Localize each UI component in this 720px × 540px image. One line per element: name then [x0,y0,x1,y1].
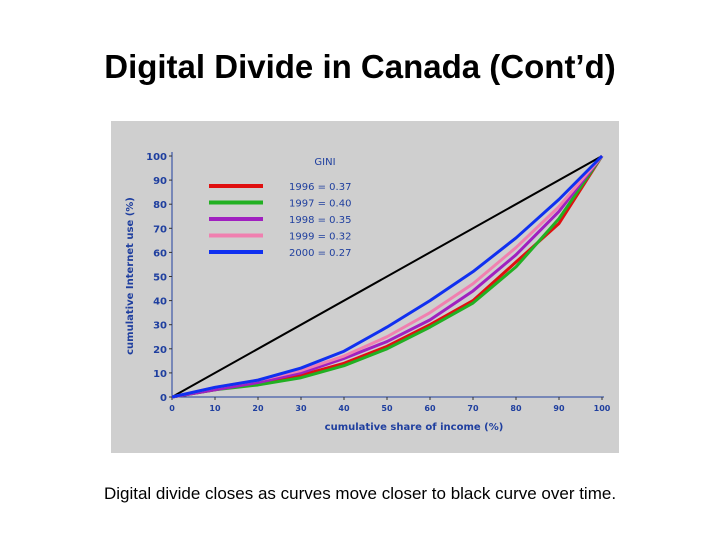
x-tick-label: 80 [510,404,522,413]
chart-panel: 0 10 20 30 40 50 60 70 80 90 100 0 10 20 30 40 50 60 70 80 9… [111,121,619,453]
legend-title: GINI [314,157,335,168]
y-tick-label: 50 [153,273,167,284]
y-tick-label: 80 [153,200,167,211]
series-layer [171,154,604,399]
x-tick-label: 60 [424,404,436,413]
y-axis-label: cumulative Internet use (%) [125,197,136,355]
legend-label-3: 1999 = 0.32 [289,232,351,243]
slide-caption: Digital divide closes as curves move clo… [103,484,617,503]
x-tick-label: 30 [295,404,307,413]
lorenz-chart: 0 10 20 30 40 50 60 70 80 90 100 0 10 20 30 40 50 60 70 80 9… [125,152,611,433]
x-tick-label: 90 [553,404,565,413]
x-tick-label: 0 [169,404,175,413]
legend-label-4: 2000 = 0.27 [289,248,351,259]
legend-label-1: 1997 = 0.40 [289,199,351,210]
y-tick-label: 70 [153,224,167,235]
series-line-4 [171,154,604,399]
y-tick-label: 10 [153,369,167,380]
x-tick-label: 10 [209,404,221,413]
y-tick-label: 90 [153,176,167,187]
x-tick-label: 40 [338,404,350,413]
x-tick-label: 20 [252,404,264,413]
y-tick-label: 20 [153,345,167,356]
legend: GINI 1996 = 0.37 1997 = 0.40 1998 = 0.35 199… [209,157,351,259]
y-tick-label: 60 [153,248,167,259]
y-tick-label: 40 [153,297,167,308]
legend-label-2: 1998 = 0.35 [289,215,351,226]
x-tick-label: 50 [381,404,393,413]
slide-title: Digital Divide in Canada (Cont’d) [104,48,616,85]
x-tick-label: 70 [467,404,479,413]
series-line-2 [171,155,604,399]
x-tick-label: 100 [594,404,611,413]
y-tick-label: 0 [160,393,167,404]
series-line-1 [171,155,604,399]
x-axis-label: cumulative share of income (%) [325,422,504,433]
equality-line [171,155,603,398]
y-tick-label: 100 [146,152,167,163]
y-tick-label: 30 [153,321,167,332]
legend-label-0: 1996 = 0.37 [289,182,351,193]
axes-layer: 0 10 20 30 40 50 60 70 80 90 100 0 10 20 30 40 50 60 70 80 9… [146,152,611,413]
